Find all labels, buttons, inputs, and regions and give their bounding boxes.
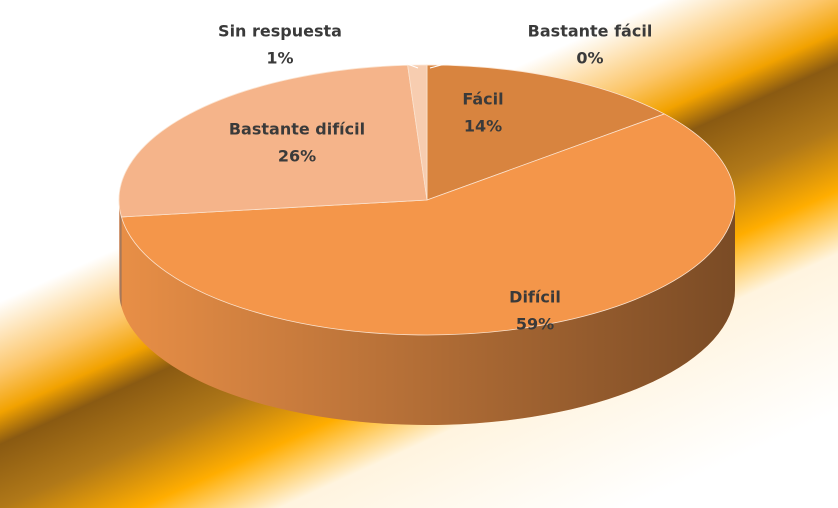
slice-side-shade bbox=[119, 200, 122, 307]
value-label: 14% bbox=[464, 117, 502, 136]
category-label: Bastante difícil bbox=[229, 120, 365, 139]
slice bbox=[407, 64, 428, 201]
value-label: 0% bbox=[576, 49, 603, 68]
category-label: Difícil bbox=[509, 288, 561, 307]
value-label: 59% bbox=[516, 315, 554, 334]
leader-line bbox=[342, 39, 419, 69]
slice bbox=[120, 113, 736, 336]
slice bbox=[426, 64, 666, 201]
labels: Bastante fácil 0% Fácil 14% Difícil 59% Bastan… bbox=[218, 22, 652, 334]
leader-line bbox=[429, 39, 536, 69]
slice-side-shade bbox=[121, 200, 736, 426]
slice bbox=[118, 64, 428, 218]
pie bbox=[118, 64, 736, 426]
category-label: Sin respuesta bbox=[218, 22, 342, 41]
category-label: Bastante fácil bbox=[528, 22, 653, 41]
value-label: 26% bbox=[278, 147, 316, 166]
value-label: 1% bbox=[266, 49, 293, 68]
category-label: Fácil bbox=[462, 90, 503, 109]
